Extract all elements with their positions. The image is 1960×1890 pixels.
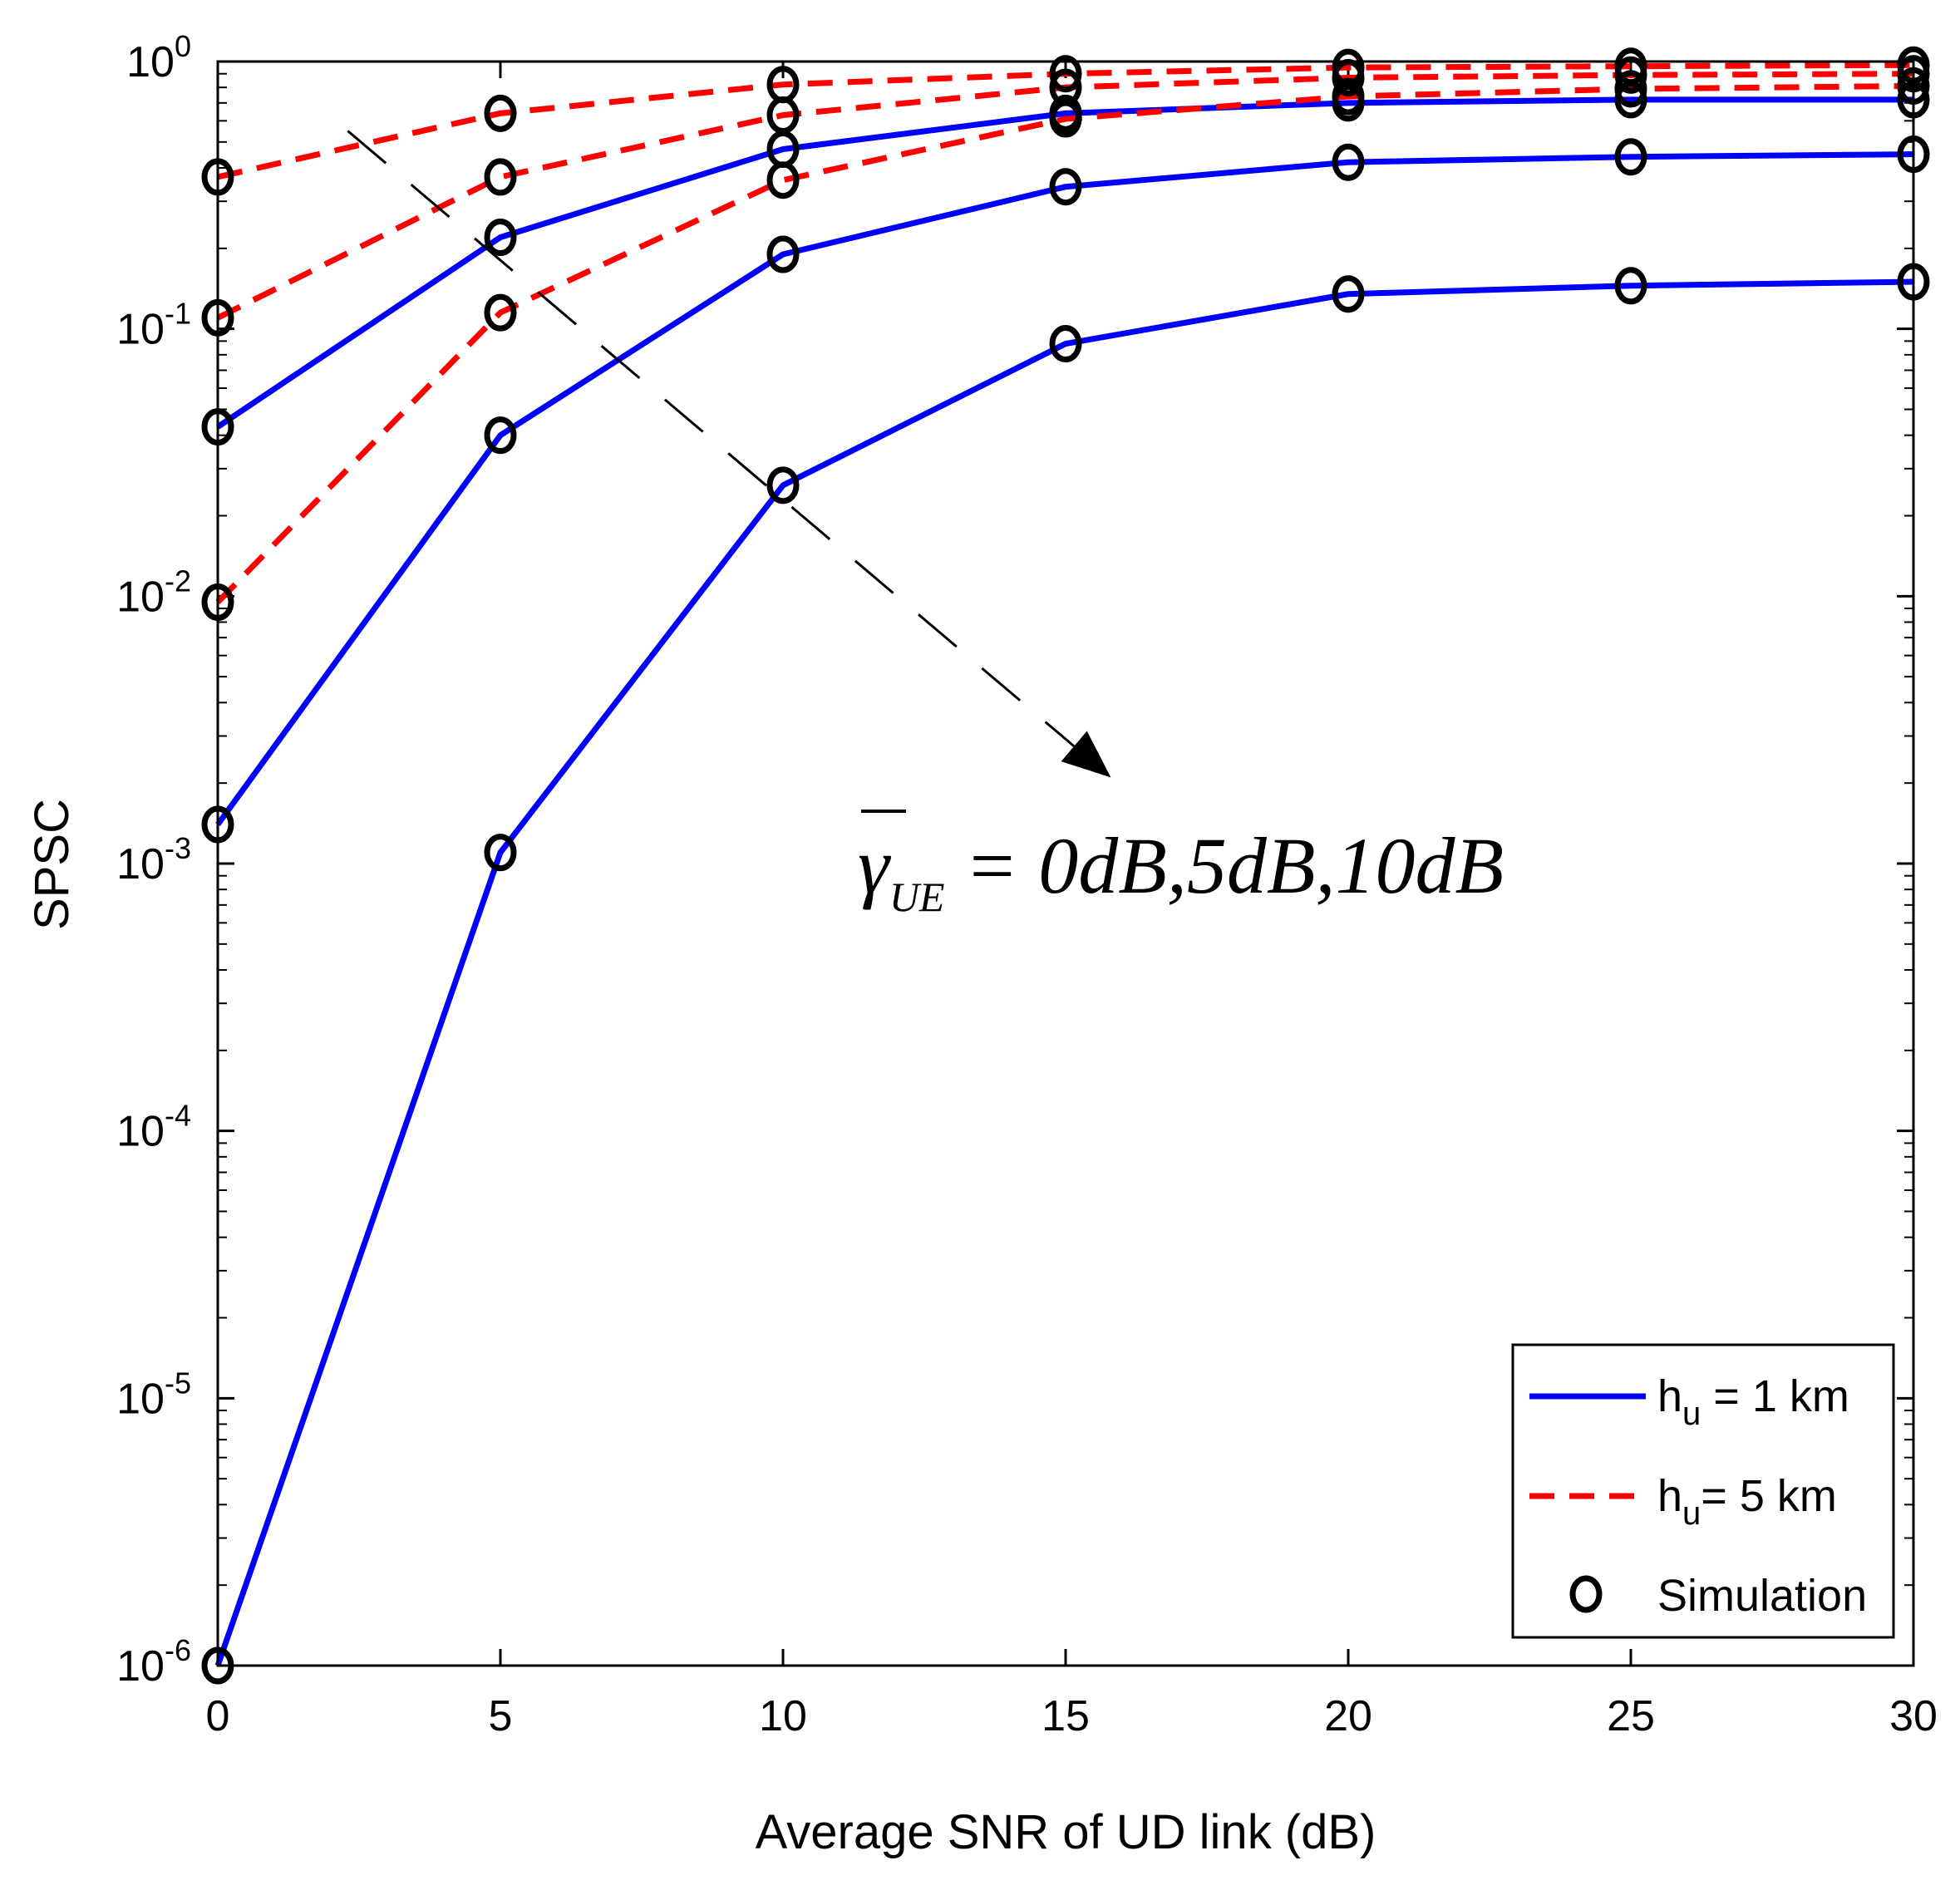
x-axis-title: Average SNR of UD link (dB) bbox=[756, 1805, 1376, 1859]
annotation-layer: γUE = 0dB,5dB,10dB bbox=[347, 130, 1504, 920]
y-tick-label: 10-3 bbox=[116, 831, 191, 888]
simulation-marker bbox=[484, 293, 517, 332]
legend-label: hu= 5 km bbox=[1657, 1471, 1837, 1532]
annotation-label: γUE = 0dB,5dB,10dB bbox=[858, 821, 1504, 920]
simulation-marker bbox=[766, 96, 800, 135]
annotation-arrow-line bbox=[347, 130, 1076, 748]
labels-layer: 0 5 10 15 20 25 30 100 10-1 10-2 10-3 10-4 10-5 10-6 bbox=[116, 29, 1938, 1740]
simulation-marker bbox=[484, 219, 517, 257]
series-line bbox=[216, 71, 1914, 321]
legend-label: hu = 1 km bbox=[1657, 1371, 1849, 1432]
series-line bbox=[214, 278, 1914, 1667]
x-tick-label: 5 bbox=[489, 1692, 513, 1740]
x-tick-label: 20 bbox=[1324, 1692, 1372, 1740]
x-tick-label: 30 bbox=[1889, 1692, 1938, 1740]
simulation-marker bbox=[1049, 55, 1082, 93]
simulation-marker bbox=[484, 94, 517, 132]
y-tick-label: 10-6 bbox=[116, 1633, 191, 1691]
y-tick-label: 10-2 bbox=[116, 564, 191, 621]
simulation-marker bbox=[766, 161, 800, 199]
x-tick-label: 10 bbox=[759, 1692, 807, 1740]
simulation-marker bbox=[1332, 275, 1365, 313]
simulation-marker bbox=[766, 466, 800, 504]
simulation-marker bbox=[484, 158, 517, 196]
simulation-marker bbox=[1614, 70, 1647, 108]
simulation-marker bbox=[766, 235, 800, 273]
legend-marker-simulation bbox=[1569, 1575, 1603, 1613]
y-tick-label: 10-5 bbox=[116, 1366, 191, 1423]
simulation-marker bbox=[484, 416, 517, 455]
series-line bbox=[216, 96, 1913, 430]
simulation-marker bbox=[1049, 100, 1082, 138]
simulation-marker bbox=[1332, 143, 1365, 181]
simulation-marker bbox=[484, 834, 517, 872]
x-tick-label: 0 bbox=[206, 1692, 230, 1740]
simulation-marker bbox=[1049, 168, 1082, 206]
x-tick-label: 15 bbox=[1042, 1692, 1090, 1740]
annotation-arrow-head bbox=[1061, 731, 1111, 778]
simulation-marker bbox=[1332, 77, 1365, 116]
simulation-marker bbox=[1614, 56, 1647, 94]
simulation-marker bbox=[1049, 325, 1082, 363]
simulation-marker bbox=[1614, 138, 1647, 176]
y-axis-title: SPSC bbox=[25, 799, 79, 930]
legend: hu = 1 km hu= 5 km Simulation bbox=[1511, 1343, 1895, 1639]
series-line bbox=[215, 151, 1914, 827]
y-tick-label: 100 bbox=[126, 29, 191, 86]
simulation-marker bbox=[1614, 267, 1647, 305]
legend-label: Simulation bbox=[1657, 1571, 1867, 1621]
y-tick-label: 10-1 bbox=[116, 297, 191, 354]
plot-area-frame bbox=[216, 60, 1915, 1667]
y-tick-label: 10-4 bbox=[116, 1099, 191, 1156]
x-tick-label: 25 bbox=[1607, 1692, 1655, 1740]
